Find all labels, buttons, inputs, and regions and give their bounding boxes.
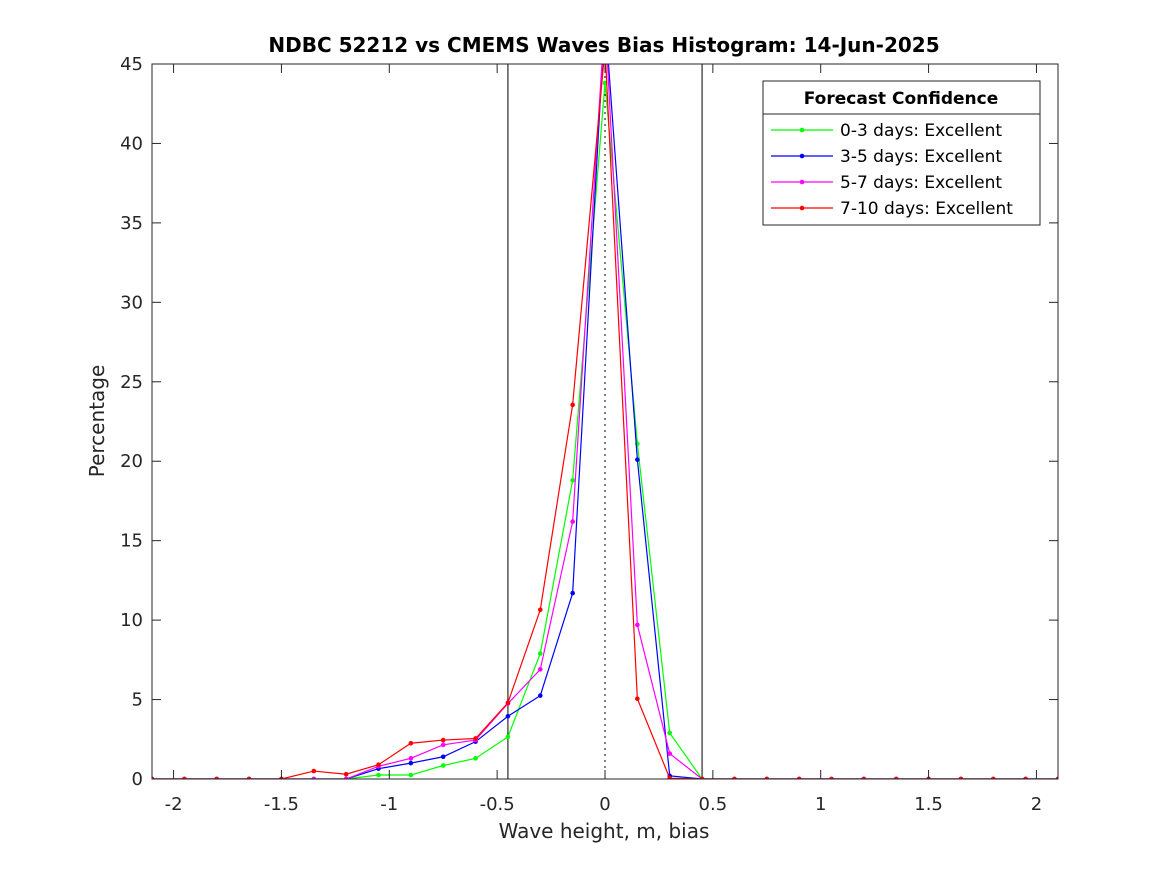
data-point — [764, 776, 770, 779]
y-tick-label: 35 — [120, 213, 143, 234]
y-tick-label: 25 — [120, 372, 143, 393]
data-point — [246, 776, 252, 779]
data-point — [440, 763, 446, 768]
y-tick-label: 40 — [120, 133, 143, 154]
y-tick-label: 5 — [132, 690, 143, 711]
legend-label: 3-5 days: Excellent — [840, 147, 1002, 167]
data-point — [603, 14, 608, 19]
series-line — [152, 64, 1058, 779]
data-point — [408, 740, 414, 746]
data-point — [570, 590, 575, 596]
data-point — [667, 751, 673, 756]
legend-box — [762, 80, 1041, 226]
data-point — [537, 667, 543, 672]
x-tick-label: -1.5 — [264, 794, 299, 815]
data-point — [570, 477, 575, 483]
data-point — [343, 771, 349, 777]
data-point — [635, 457, 640, 462]
data-point — [796, 776, 802, 779]
legend-entry: 5-7 days: Excellent — [771, 173, 1002, 193]
y-tick-label: 20 — [120, 451, 143, 472]
data-point — [440, 737, 446, 743]
data-point — [408, 760, 414, 766]
x-tick-label: -0.5 — [480, 794, 515, 815]
data-point — [990, 776, 996, 779]
data-point — [893, 776, 899, 779]
legend-label: 5-7 days: Excellent — [840, 173, 1002, 193]
data-point — [1055, 776, 1058, 779]
data-point — [473, 756, 478, 761]
data-point — [537, 607, 543, 613]
reference-lines — [507, 64, 703, 779]
legend-label: 7-10 days: Excellent — [840, 199, 1013, 219]
series-layer — [152, 14, 1058, 779]
data-point — [635, 622, 640, 628]
data-point — [1023, 776, 1028, 779]
data-point — [440, 754, 446, 760]
data-point — [182, 776, 187, 779]
y-tick-label: 30 — [120, 292, 143, 313]
data-point — [570, 402, 575, 408]
x-tick-label: 0.5 — [699, 794, 728, 815]
x-tick-label: 0 — [599, 794, 610, 815]
data-point — [958, 776, 964, 779]
legend: Forecast Confidence 0-3 days: Excellent 3… — [762, 80, 1041, 226]
data-point — [603, 14, 608, 19]
data-point — [152, 776, 155, 779]
data-point — [473, 736, 478, 741]
y-tick-label: 15 — [120, 531, 143, 552]
data-point — [667, 730, 673, 736]
legend-swatch-marker — [799, 127, 805, 133]
x-tick-label: -2 — [165, 794, 183, 815]
x-tick-label: 1.5 — [914, 794, 943, 815]
x-tick-label: 1 — [815, 794, 826, 815]
data-point — [376, 772, 381, 778]
data-point — [635, 696, 640, 702]
data-point — [829, 776, 834, 779]
x-axis-ticks: -2 -1.5 -1 -0.5 0 0.5 1 1.5 2 — [165, 64, 1042, 815]
data-point — [343, 776, 349, 779]
data-point — [537, 651, 543, 656]
data-point — [505, 734, 511, 740]
legend-entry: 0-3 days: Excellent — [771, 121, 1002, 141]
x-tick-label: -1 — [380, 794, 398, 815]
data-point — [376, 762, 381, 767]
data-point — [699, 776, 705, 779]
legend-entry: 3-5 days: Excellent — [771, 147, 1002, 167]
data-point — [408, 756, 414, 761]
chart-title: NDBC 52212 vs CMEMS Waves Bias Histogram… — [268, 33, 939, 57]
data-point — [570, 519, 575, 524]
y-tick-label: 45 — [120, 54, 143, 75]
legend-title: Forecast Confidence — [804, 89, 999, 109]
x-tick-label: 2 — [1031, 794, 1042, 815]
data-point — [311, 768, 317, 774]
y-axis-ticks: 0 5 10 15 20 25 30 35 40 45 — [120, 54, 1058, 790]
y-axis-title: Percentage — [85, 365, 109, 478]
legend-entries: 0-3 days: Excellent 3-5 days: Excellent 5-… — [771, 121, 1013, 219]
data-point — [505, 700, 511, 706]
data-point — [408, 772, 414, 778]
data-point — [732, 776, 737, 779]
data-point — [667, 775, 673, 779]
legend-entry: 7-10 days: Excellent — [771, 199, 1013, 219]
data-point — [440, 742, 446, 748]
data-point — [505, 713, 511, 719]
data-point — [537, 693, 543, 698]
legend-label: 0-3 days: Excellent — [840, 121, 1002, 141]
legend-swatch-marker — [799, 205, 805, 211]
data-point — [311, 776, 317, 779]
legend-swatch-marker — [799, 179, 805, 185]
legend-swatch-marker — [799, 153, 805, 159]
y-tick-label: 10 — [120, 610, 143, 631]
data-point — [861, 776, 867, 779]
data-point — [214, 776, 220, 779]
y-tick-label: 0 — [132, 769, 143, 790]
x-axis-title: Wave height, m, bias — [499, 819, 710, 843]
series-4 — [152, 64, 1058, 779]
